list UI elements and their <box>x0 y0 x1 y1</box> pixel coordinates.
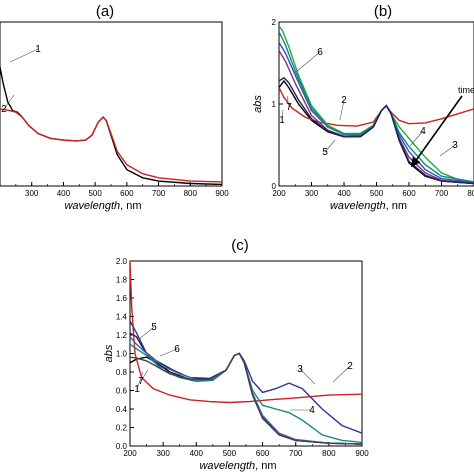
x-tick-label-c: 800 <box>322 449 336 458</box>
curve-leader-b-4 <box>409 130 424 147</box>
y-tick-label-c: 1.4 <box>116 313 128 322</box>
series-line-c-5 <box>130 332 362 445</box>
plot-frame-c <box>129 260 363 447</box>
y-axis-label-b: abs <box>252 95 264 113</box>
y-tick-label-c: 1.0 <box>116 350 128 359</box>
x-axis-label-c: wavelength, nm <box>199 460 276 472</box>
x-tick-label-c: 700 <box>289 449 303 458</box>
x-tick-label-b: 700 <box>435 189 449 198</box>
x-axis-unit-a: , nm <box>120 200 141 212</box>
y-axis-label-c: abs <box>103 344 115 362</box>
y-tick-label-c: 0.0 <box>116 442 128 451</box>
curve-leader-a-1 <box>9 48 39 63</box>
curve-number-a-2: 2 <box>1 104 7 115</box>
series-line-b-4 <box>279 42 474 184</box>
x-tick-label-b: 800 <box>467 189 474 198</box>
x-axis-label-a: wavelength, nm <box>64 200 141 212</box>
curve-leader-b-5 <box>324 139 336 153</box>
curve-number-c-4: 4 <box>309 405 315 416</box>
curve-number-b-7: 7 <box>286 102 292 113</box>
curve-leader-b-6 <box>295 51 321 73</box>
y-tick-label-c: 1.2 <box>116 331 128 340</box>
x-tick-label-a: 900 <box>215 189 229 198</box>
curve-number-b-2: 2 <box>341 95 347 106</box>
y-tick-label-c: 1.8 <box>116 276 128 285</box>
x-tick-label-c: 500 <box>223 449 237 458</box>
curve-number-b-5: 5 <box>322 147 328 158</box>
series-line-c-6 <box>130 336 362 445</box>
time-arrow <box>411 95 463 168</box>
x-axis-unit-c: , nm <box>255 460 276 472</box>
x-tick-label-c: 200 <box>123 449 137 458</box>
curve-leader-b-1 <box>281 109 284 121</box>
x-tick-label-c: 600 <box>256 449 270 458</box>
curve-number-c-1: 1 <box>134 384 140 395</box>
y-tick-label-c: 0.6 <box>116 387 128 396</box>
panel-a-plot: 300 400 500 600 700 800 900 wavelength, nm 1 2 <box>0 21 229 212</box>
series-line-b-7 <box>279 76 474 185</box>
curve-number-c-2: 2 <box>347 361 353 372</box>
x-tick-label-b: 300 <box>305 189 319 198</box>
time-annotation: time <box>458 85 474 95</box>
x-tick-label-c: 400 <box>190 449 204 458</box>
x-tick-label-b: 600 <box>402 189 416 198</box>
curve-leader-b-7 <box>286 95 290 108</box>
y-tick-label-c: 1.6 <box>116 294 128 303</box>
y-tick-label-c: 0.2 <box>116 424 128 433</box>
x-tick-label-a: 600 <box>120 189 134 198</box>
plot-frame-a <box>0 21 223 187</box>
x-tick-label-a: 700 <box>152 189 166 198</box>
series-line-a-2 <box>0 108 222 183</box>
x-tick-label-a: 300 <box>25 189 39 198</box>
curve-number-c-3: 3 <box>297 364 303 375</box>
series-line-b-6 <box>279 31 474 183</box>
x-axis-label-b: wavelength, nm <box>330 200 407 212</box>
curve-number-c-7: 7 <box>138 376 144 387</box>
curve-leader-c-1 <box>136 371 144 390</box>
y-tick-label-b: 2 <box>272 18 277 27</box>
curve-leader-b-3 <box>439 144 456 157</box>
series-line-c-2 <box>130 261 362 404</box>
curve-number-a-1: 1 <box>35 44 41 55</box>
x-tick-label-a: 400 <box>57 189 71 198</box>
panel-label-c: (c) <box>231 237 249 254</box>
x-axis-unit-b: , nm <box>386 200 407 212</box>
series-line-c-7 <box>130 352 362 445</box>
series-line-a-1 <box>0 66 222 186</box>
x-tick-label-b: 400 <box>337 189 351 198</box>
curve-number-c-5: 5 <box>151 322 157 333</box>
curve-leader-b-2 <box>339 99 345 121</box>
x-tick-label-a: 800 <box>184 189 198 198</box>
x-tick-label-b: 200 <box>272 189 286 198</box>
curve-leader-a-2 <box>3 94 15 110</box>
x-tick-label-b: 500 <box>370 189 384 198</box>
curve-leader-c-2 <box>332 365 351 383</box>
x-tick-label-c: 900 <box>355 449 369 458</box>
curve-leader-c-6 <box>159 348 178 357</box>
curve-number-b-4: 4 <box>420 126 426 137</box>
curve-number-b-1: 1 <box>279 115 285 126</box>
x-tick-label-c: 300 <box>156 449 170 458</box>
curve-number-b-3: 3 <box>452 140 458 151</box>
curve-leader-c-3 <box>299 368 316 385</box>
x-tick-label-a: 500 <box>88 189 102 198</box>
y-tick-label-c: 0.4 <box>116 405 128 414</box>
curve-leader-c-5 <box>137 326 155 341</box>
y-tick-label-b: 0 <box>272 182 277 191</box>
y-tick-label-b: 1 <box>272 100 277 109</box>
series-line-c-3 <box>130 320 362 434</box>
panel-c-plot: 200 300 400 500 600 700 800 900 0.0 0.2 0.4 0.6 0.8 1… <box>103 257 369 472</box>
y-tick-label-c: 0.8 <box>116 368 128 377</box>
panel-label-b: (b) <box>374 3 392 20</box>
panel-b-plot: 200 300 400 500 600 700 800 0 1 2 wavelength, nm ab… <box>252 18 474 212</box>
y-tick-label-c: 2.0 <box>116 257 128 266</box>
curve-number-c-6: 6 <box>174 344 180 355</box>
curve-leader-c-7 <box>140 369 149 382</box>
panel-label-a: (a) <box>96 3 114 20</box>
curve-number-b-6: 6 <box>317 47 323 58</box>
